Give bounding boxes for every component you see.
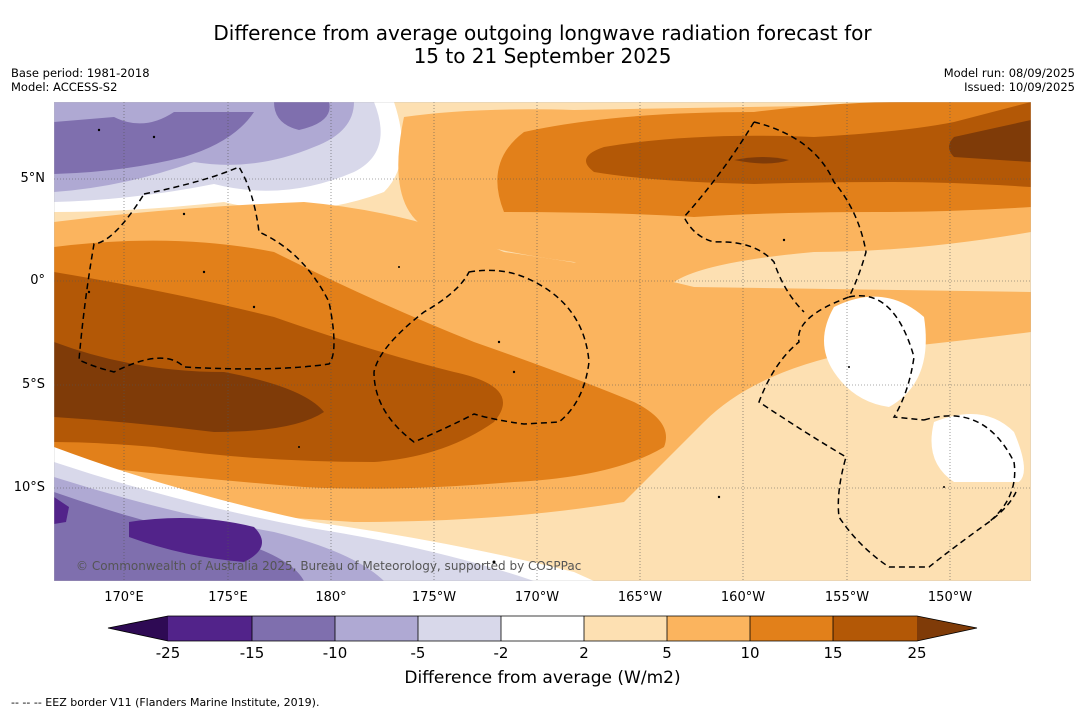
model-text: Model: ACCESS-S2: [11, 80, 118, 94]
colorbar-swatch: [335, 616, 418, 641]
anomaly-map: [54, 102, 1031, 581]
colorbar: [107, 615, 978, 642]
colorbar-tick: -25: [155, 644, 181, 662]
colorbar-tick: 10: [740, 644, 760, 662]
colorbar-tick: 15: [823, 644, 843, 662]
lat-label: 5°N: [20, 171, 46, 186]
lon-label: 175°W: [411, 590, 457, 605]
colorbar-tick: 2: [579, 644, 589, 662]
eez-legend-note: -- -- -- EEZ border V11 (Flanders Marine…: [11, 696, 320, 709]
lat-label: 0°: [30, 273, 45, 288]
colorbar-swatch: [418, 616, 501, 641]
info-left: Base period: 1981-2018 Model: ACCESS-S2: [11, 66, 150, 94]
colorbar-label: Difference from average (W/m2): [404, 668, 681, 688]
colorbar-tick: 25: [907, 644, 927, 662]
lat-label: 10°S: [13, 480, 45, 495]
colorbar-tick: -5: [410, 644, 426, 662]
base-period-text: Base period: 1981-2018: [11, 66, 150, 80]
model-run-text: Model run: 08/09/2025: [943, 66, 1075, 80]
lon-label: 170°E: [104, 590, 144, 605]
title-line-1: Difference from average outgoing longwav…: [213, 21, 872, 45]
colorbar-tick: -15: [239, 644, 265, 662]
lat-label: 5°S: [21, 377, 45, 392]
info-right: Model run: 08/09/2025 Issued: 10/09/2025: [944, 66, 1075, 94]
graticule: [54, 102, 1031, 581]
lon-label: 170°W: [514, 590, 560, 605]
lon-label: 175°E: [208, 590, 248, 605]
colorbar-tick: -2: [493, 644, 509, 662]
colorbar-swatch: [584, 616, 667, 641]
colorbar-tick: -10: [322, 644, 348, 662]
title-line-2: 15 to 21 September 2025: [413, 44, 672, 68]
contour-bands: [54, 102, 1031, 581]
lon-label: 150°W: [927, 590, 973, 605]
colorbar-extend-low: [108, 616, 168, 641]
lon-label: 155°W: [824, 590, 870, 605]
colorbar-swatch: [252, 616, 335, 641]
colorbar-swatch: [667, 616, 750, 641]
lon-label: 165°W: [617, 590, 663, 605]
lon-label: 180°: [315, 590, 347, 605]
lon-label: 160°W: [720, 590, 766, 605]
copyright-credit: © Commonwealth of Australia 2025, Bureau…: [76, 559, 582, 573]
colorbar-extend-high: [917, 616, 977, 641]
colorbar-tick: 5: [662, 644, 672, 662]
map-title: Difference from average outgoing longwav…: [0, 22, 1085, 68]
colorbar-swatch: [168, 616, 252, 641]
colorbar-swatch: [833, 616, 917, 641]
colorbar-swatch: [501, 616, 584, 641]
issued-text: Issued: 10/09/2025: [964, 80, 1075, 94]
eez-borders: [78, 121, 1017, 568]
islands: [87, 128, 945, 564]
colorbar-swatch: [750, 616, 833, 641]
